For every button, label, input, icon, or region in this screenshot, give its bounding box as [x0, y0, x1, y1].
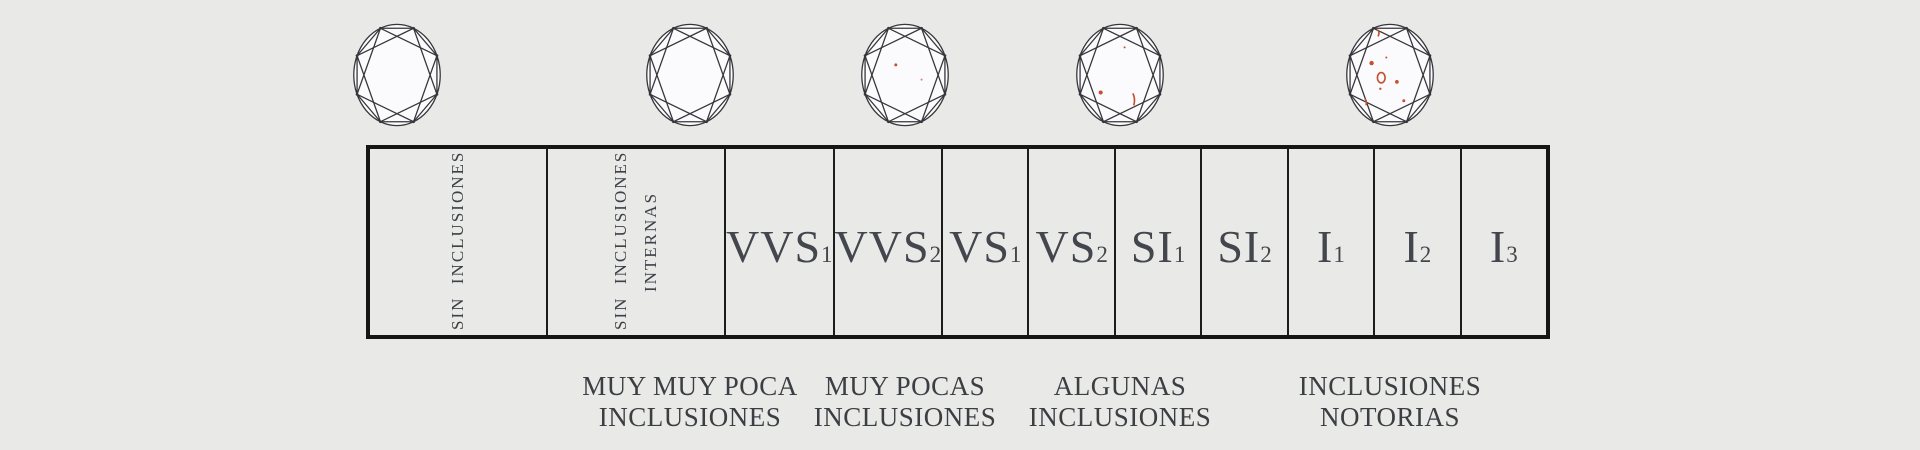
group-label-vs: MUY POCAS INCLUSIONES: [813, 371, 997, 432]
diamond-i-icon: [1344, 21, 1436, 129]
grade-i2: I2: [1403, 221, 1432, 272]
cell-si1: SI1: [1116, 149, 1203, 335]
cell-vs1: VS1: [943, 149, 1030, 335]
grade-vs2: VS2: [1035, 221, 1108, 272]
cell-i2: I2: [1375, 149, 1462, 335]
diamond-vs-icon: [859, 21, 951, 129]
grade-i3: I3: [1489, 221, 1518, 272]
grade-vvs2: VVS2: [834, 221, 942, 272]
grade-si2: SI2: [1217, 221, 1272, 272]
clarity-scale-table: SIN INCLUSIONES SIN INCLUSIONES INTERNAS…: [366, 145, 1550, 339]
grade-vs1: VS1: [949, 221, 1022, 272]
cell-i3: I3: [1462, 149, 1546, 335]
group-label-si: ALGUNAS INCLUSIONES: [1028, 371, 1212, 432]
cell-sin-inclusiones: SIN INCLUSIONES: [370, 149, 548, 335]
cell-vs2: VS2: [1029, 149, 1116, 335]
cell-si2: SI2: [1202, 149, 1289, 335]
cell-i1: I1: [1289, 149, 1376, 335]
grade-vvs1: VVS1: [726, 221, 833, 272]
grade-si1: SI1: [1130, 221, 1186, 272]
diamond-flawless-icon: [351, 21, 443, 129]
grade-i1: I1: [1317, 221, 1345, 272]
sin-inclusiones-label: SIN INCLUSIONES: [448, 150, 467, 330]
diamond-vvs-icon: [644, 21, 736, 129]
diamond-si-icon: [1074, 21, 1166, 129]
group-label-i: INCLUSIONES NOTORIAS: [1298, 371, 1482, 432]
cell-vvs2: VVS2: [835, 149, 944, 335]
cell-vvs1: VVS1: [726, 149, 835, 335]
sin-inclusiones-internas-label: SIN INCLUSIONES INTERNAS: [611, 150, 660, 330]
cell-sin-inclusiones-internas: SIN INCLUSIONES INTERNAS: [548, 149, 726, 335]
group-label-vvs: MUY MUY POCA INCLUSIONES: [582, 371, 798, 432]
